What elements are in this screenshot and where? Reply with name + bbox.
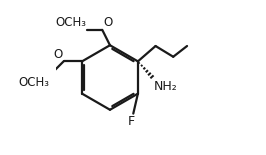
Text: F: F: [128, 115, 135, 128]
Text: NH₂: NH₂: [154, 80, 178, 93]
Text: O: O: [53, 48, 63, 61]
Text: O: O: [103, 16, 112, 29]
Text: OCH₃: OCH₃: [18, 76, 49, 89]
Text: OCH₃: OCH₃: [55, 16, 86, 29]
